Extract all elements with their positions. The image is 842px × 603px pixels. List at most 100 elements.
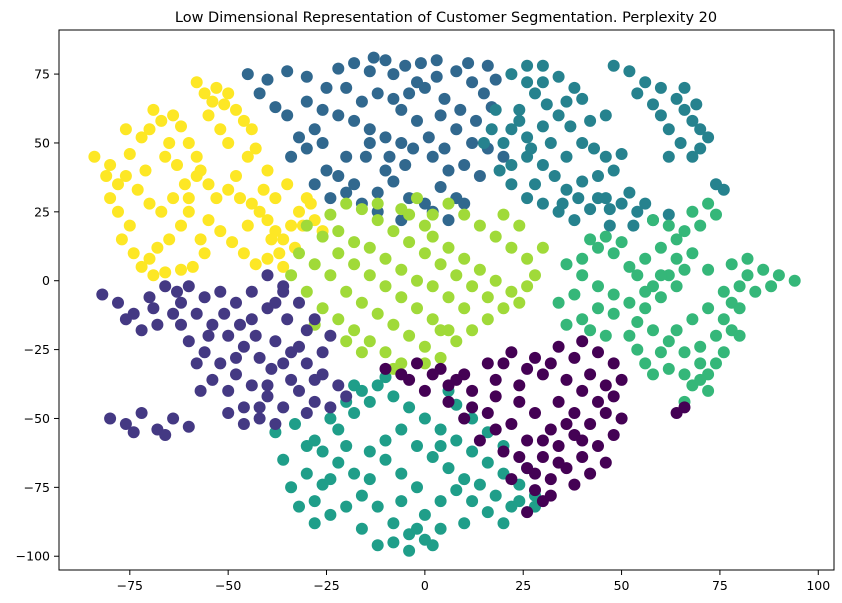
data-point bbox=[245, 313, 258, 326]
data-point bbox=[395, 495, 408, 508]
data-point bbox=[308, 123, 321, 136]
data-point bbox=[552, 456, 565, 469]
data-point bbox=[234, 192, 246, 205]
data-point bbox=[584, 233, 597, 246]
data-point bbox=[694, 219, 707, 232]
data-point bbox=[198, 87, 211, 100]
data-point bbox=[387, 390, 400, 403]
data-point bbox=[348, 324, 361, 337]
data-point bbox=[316, 103, 329, 116]
data-point bbox=[363, 269, 376, 282]
data-point bbox=[379, 434, 392, 447]
data-point bbox=[607, 164, 620, 177]
data-point bbox=[623, 65, 636, 78]
y-tick-label: −50 bbox=[24, 411, 50, 426]
data-point bbox=[627, 219, 640, 232]
data-point bbox=[316, 230, 329, 243]
data-point bbox=[316, 302, 329, 315]
data-point bbox=[473, 263, 486, 276]
data-point bbox=[167, 109, 180, 122]
data-point bbox=[245, 197, 258, 210]
data-point bbox=[662, 335, 675, 348]
data-point bbox=[694, 357, 707, 370]
data-point bbox=[155, 205, 168, 218]
data-point bbox=[324, 269, 337, 282]
data-point bbox=[257, 183, 270, 196]
data-point bbox=[151, 241, 164, 254]
data-point bbox=[536, 59, 549, 72]
data-point bbox=[332, 225, 345, 238]
data-point bbox=[293, 500, 305, 513]
data-point bbox=[639, 76, 652, 89]
data-point bbox=[363, 137, 376, 149]
data-point bbox=[568, 351, 581, 364]
data-point bbox=[300, 357, 313, 370]
data-point bbox=[426, 230, 439, 243]
data-point bbox=[261, 269, 274, 282]
data-point bbox=[355, 384, 368, 397]
data-point bbox=[473, 434, 486, 447]
points-layer bbox=[88, 51, 801, 557]
data-point bbox=[568, 81, 581, 94]
data-point bbox=[277, 357, 290, 370]
data-point bbox=[332, 423, 345, 436]
data-point bbox=[395, 467, 408, 480]
data-point bbox=[497, 357, 510, 370]
data-point bbox=[733, 302, 746, 315]
data-point bbox=[379, 131, 392, 144]
data-point bbox=[442, 462, 455, 475]
data-point bbox=[395, 423, 408, 436]
data-point bbox=[324, 192, 337, 205]
data-point bbox=[237, 418, 250, 430]
data-point bbox=[222, 384, 235, 397]
data-point bbox=[371, 539, 384, 552]
data-point bbox=[678, 263, 691, 276]
data-point bbox=[411, 302, 423, 315]
data-point bbox=[96, 288, 109, 301]
data-point bbox=[194, 384, 207, 397]
data-point bbox=[182, 205, 195, 218]
data-point bbox=[690, 98, 703, 111]
data-point bbox=[308, 395, 321, 408]
data-point bbox=[434, 522, 447, 535]
data-point bbox=[592, 280, 604, 293]
data-point bbox=[607, 390, 620, 403]
data-point bbox=[513, 395, 526, 408]
data-point bbox=[241, 150, 254, 163]
data-point bbox=[395, 263, 408, 276]
data-point bbox=[395, 203, 408, 216]
data-point bbox=[261, 214, 274, 227]
data-point bbox=[210, 81, 223, 94]
data-point bbox=[253, 205, 266, 218]
data-point bbox=[119, 123, 132, 136]
data-point bbox=[544, 489, 557, 502]
data-point bbox=[615, 373, 628, 386]
data-point bbox=[422, 131, 435, 144]
data-point bbox=[576, 434, 589, 447]
data-point bbox=[332, 313, 345, 326]
data-point bbox=[450, 65, 463, 78]
data-point bbox=[434, 351, 447, 364]
data-point bbox=[206, 373, 219, 386]
data-point bbox=[686, 114, 699, 127]
data-point bbox=[355, 95, 368, 108]
data-point bbox=[100, 170, 113, 182]
data-point bbox=[560, 95, 573, 108]
data-point bbox=[647, 214, 659, 227]
data-point bbox=[237, 114, 250, 127]
data-point bbox=[568, 478, 581, 491]
data-point bbox=[466, 384, 479, 397]
data-point bbox=[218, 98, 231, 111]
data-point bbox=[340, 440, 353, 452]
data-point bbox=[175, 263, 187, 276]
data-point bbox=[686, 313, 699, 326]
data-point bbox=[670, 280, 683, 293]
data-point bbox=[584, 368, 597, 381]
data-point bbox=[112, 178, 124, 191]
data-point bbox=[383, 150, 396, 163]
data-point bbox=[411, 481, 423, 494]
data-point bbox=[411, 114, 423, 127]
data-point bbox=[261, 73, 274, 86]
data-point bbox=[261, 379, 274, 392]
data-point bbox=[131, 183, 144, 196]
